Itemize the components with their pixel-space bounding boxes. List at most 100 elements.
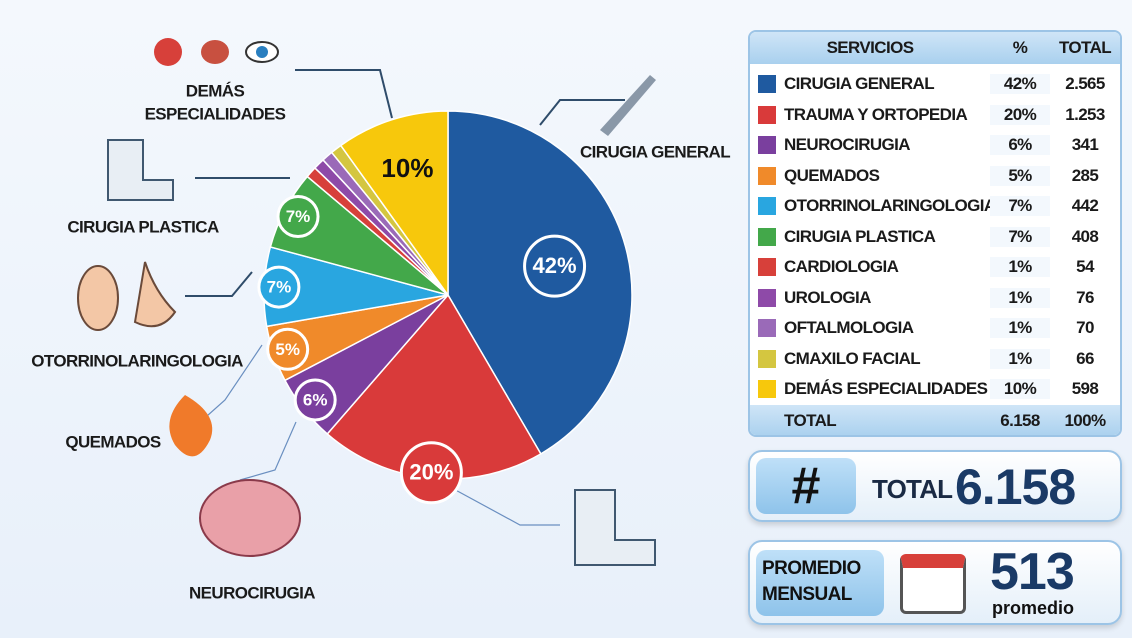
cell: 5%	[990, 166, 1050, 186]
slice-label: 42%	[533, 253, 577, 278]
callout: DEMÁS	[186, 81, 245, 100]
header-cell: %	[990, 38, 1050, 58]
slice-label: 7%	[267, 278, 292, 297]
table-row: OTORRINOLARINGOLOGIA7%442	[750, 191, 1120, 221]
bandage-icon	[108, 140, 173, 200]
leader	[295, 70, 392, 118]
total-label: TOTAL	[872, 474, 952, 505]
service-name: DEMÁS ESPECIALIDADES	[784, 379, 987, 399]
leader	[450, 487, 560, 525]
cell: 1.253	[1050, 105, 1120, 125]
page: {"chart_data": {"type": "pie", "values":…	[0, 0, 1132, 638]
slice-label: 5%	[275, 340, 300, 359]
cell: 10%	[990, 379, 1050, 399]
fire-icon	[169, 395, 212, 456]
cell: 20%	[990, 105, 1050, 125]
average-box: PROMEDIO MENSUAL 513 promedio	[748, 540, 1122, 625]
leader	[240, 422, 296, 480]
cell: 1%	[990, 288, 1050, 308]
cell: OTORRINOLARINGOLOGIA	[750, 196, 990, 216]
table-row: TRAUMA Y ORTOPEDIA 20%1.253	[750, 100, 1120, 130]
table-header: SERVICIOS%TOTAL	[750, 32, 1120, 64]
callout: QUEMADOS	[65, 432, 161, 451]
cell: 598	[1050, 379, 1120, 399]
swatch	[758, 350, 776, 368]
service-name: TRAUMA Y ORTOPEDIA	[784, 105, 967, 125]
header-cell: SERVICIOS	[750, 38, 990, 58]
cell: 70	[1050, 318, 1120, 338]
pie: 42% 20% 6% 5% 7% 7% 10%	[259, 111, 632, 503]
cell: OFTALMOLOGIA	[750, 318, 990, 338]
service-name: CMAXILO FACIAL	[784, 349, 920, 369]
swatch	[758, 75, 776, 93]
slice-label: 20%	[409, 460, 453, 485]
table-row: UROLOGIA 1%76	[750, 283, 1120, 313]
cell: 42%	[990, 74, 1050, 94]
kidney-icon	[201, 40, 229, 64]
cell: 54	[1050, 257, 1120, 277]
cell: 76	[1050, 288, 1120, 308]
callout: OTORRINOLARINGOLOGIA	[31, 351, 243, 370]
table-row: CARDIOLOGIA 1%54	[750, 252, 1120, 282]
slice-label: 7%	[286, 207, 311, 226]
total-value: 6.158	[955, 458, 1075, 516]
service-name: CARDIOLOGIA	[784, 257, 898, 277]
cell: UROLOGIA	[750, 288, 990, 308]
cell: CIRUGIA GENERAL	[750, 74, 990, 94]
swatch	[758, 228, 776, 246]
service-name: QUEMADOS	[784, 166, 879, 186]
cell: 408	[1050, 227, 1120, 247]
slice-label: 6%	[303, 390, 328, 409]
average-label: MENSUAL	[762, 584, 852, 606]
cell: CIRUGIA PLASTICA	[750, 227, 990, 247]
heart-icon	[154, 38, 182, 66]
service-name: CIRUGIA PLASTICA	[784, 227, 935, 247]
scalpel-icon	[600, 75, 656, 136]
table-row: CIRUGIA GENERAL 42%2.565	[750, 69, 1120, 99]
leader	[185, 272, 252, 296]
cell: 66	[1050, 349, 1120, 369]
total-box: # TOTAL 6.158	[748, 450, 1122, 522]
table-row: NEUROCIRUGIA 6%341	[750, 130, 1120, 160]
cell: CMAXILO FACIAL	[750, 349, 990, 369]
average-value: 513	[990, 542, 1074, 602]
service-name: CIRUGIA GENERAL	[784, 74, 934, 94]
average-unit: promedio	[992, 598, 1074, 619]
service-name: UROLOGIA	[784, 288, 871, 308]
service-name: NEUROCIRUGIA	[784, 135, 910, 155]
cell: 1%	[990, 318, 1050, 338]
cell: 341	[1050, 135, 1120, 155]
callout: CIRUGIA PLASTICA	[67, 217, 219, 236]
swatch	[758, 167, 776, 185]
table-row: CMAXILO FACIAL 1%66	[750, 344, 1120, 374]
header-cell: TOTAL	[1050, 38, 1120, 58]
nose-icon	[135, 262, 175, 326]
cell: 1%	[990, 257, 1050, 277]
cell: 1%	[990, 349, 1050, 369]
cell: 442	[1050, 196, 1120, 216]
ear-icon	[78, 266, 118, 330]
cell: DEMÁS ESPECIALIDADES	[750, 379, 990, 399]
service-name: OTORRINOLARINGOLOGIA	[784, 196, 996, 216]
callout: NEUROCIRUGIA	[189, 583, 315, 602]
slice-label: 10%	[381, 153, 433, 183]
cell: 2.565	[1050, 74, 1120, 94]
cell: 6%	[990, 135, 1050, 155]
swatch	[758, 197, 776, 215]
cell: QUEMADOS	[750, 166, 990, 186]
cell: NEUROCIRUGIA	[750, 135, 990, 155]
swatch	[758, 136, 776, 154]
swatch	[758, 258, 776, 276]
cell: CARDIOLOGIA	[750, 257, 990, 277]
table-row: OFTALMOLOGIA 1%70	[750, 313, 1120, 343]
footer-cell: 6.158	[990, 411, 1050, 431]
service-name: OFTALMOLOGIA	[784, 318, 913, 338]
swatch	[758, 319, 776, 337]
cell: 7%	[990, 196, 1050, 216]
average-label: PROMEDIO	[762, 558, 861, 580]
calendar-icon	[900, 554, 966, 614]
callout: CIRUGIA GENERAL	[580, 142, 730, 161]
